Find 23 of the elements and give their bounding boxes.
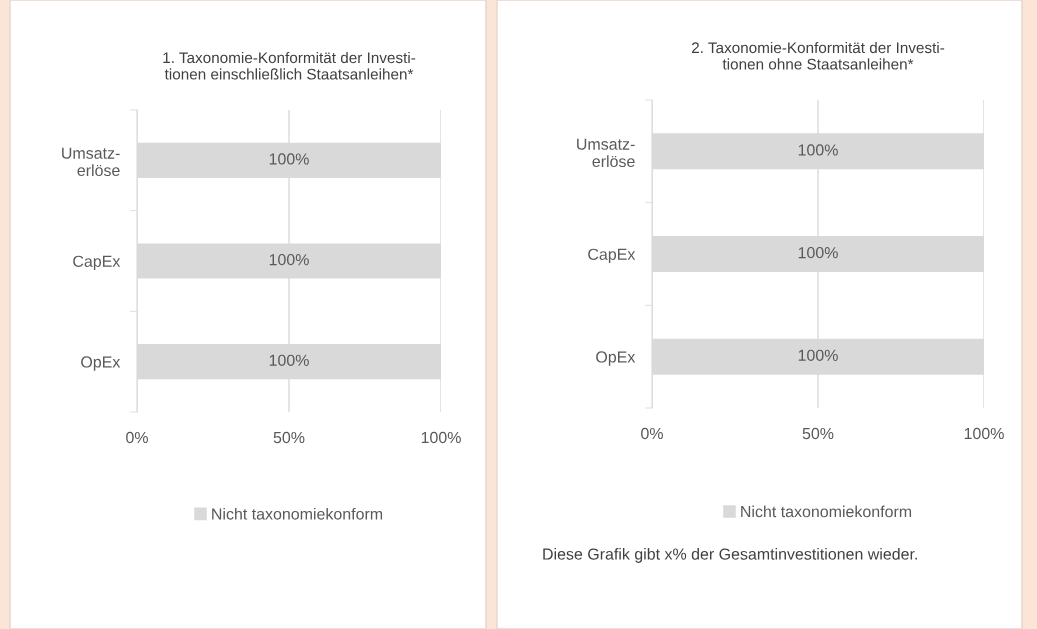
data-label: 100% — [798, 349, 838, 361]
y-tick-label: OpEx — [81, 356, 121, 371]
legend-label: Nicht taxonomiekonform — [212, 507, 383, 520]
data-label: 100% — [798, 144, 838, 156]
y-tick-label: OpEx — [596, 351, 636, 366]
x-tick-label: 100% — [421, 431, 461, 444]
y-tick-label: CapEx — [588, 248, 636, 264]
x-tick-label: 50% — [802, 427, 834, 440]
chart-title: 2. Taxonomie-Konformität der Investi- tionen ohne Staatsanleihen* — [691, 41, 945, 70]
x-tick-label: 0% — [641, 427, 663, 440]
x-tick-label: 100% — [964, 427, 1004, 440]
y-tick-label: CapEx — [73, 255, 121, 271]
data-label: 100% — [798, 246, 838, 259]
chart-title: 1. Taxonomie-Konformität der Investi- tionen einschließlich Staatsanleihen* — [163, 51, 416, 80]
text: Diese Grafik gibt x% der Gesamtinvestitionen wieder. — [543, 548, 917, 563]
data-label: 100% — [269, 153, 309, 165]
data-label: 100% — [269, 253, 309, 266]
x-tick-label: 0% — [126, 431, 148, 444]
data-label: 100% — [269, 354, 309, 366]
y-tick-label: Umsatz- erlöse — [62, 147, 120, 177]
legend-label: Nicht taxonomiekonform — [741, 505, 912, 518]
y-tick-label: Umsatz- erlöse — [577, 138, 635, 168]
x-tick-label: 50% — [273, 431, 305, 444]
